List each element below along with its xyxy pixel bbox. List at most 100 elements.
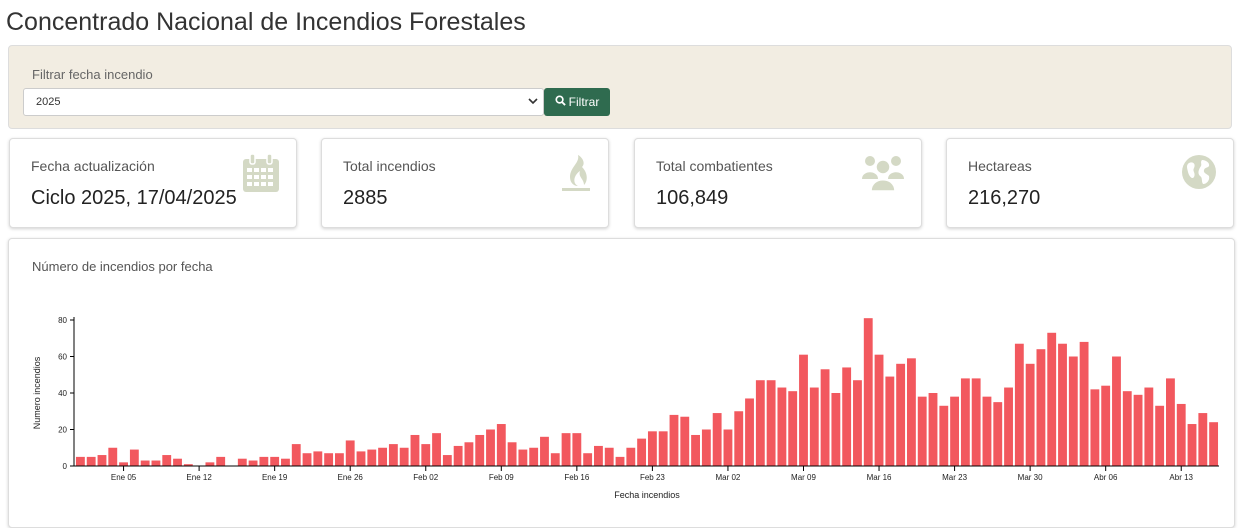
bar (561, 433, 571, 466)
bar (550, 453, 560, 466)
bar (755, 380, 765, 466)
bar (432, 433, 441, 466)
bar (1025, 363, 1035, 466)
bar (615, 456, 625, 467)
bar (594, 445, 603, 466)
bar (334, 453, 344, 466)
bar (723, 429, 733, 466)
bar (518, 449, 528, 466)
bar (410, 434, 420, 466)
bar (1166, 378, 1175, 466)
bar (583, 453, 593, 466)
chevron-down-icon (528, 95, 538, 109)
x-tick-label: Mar 02 (715, 473, 740, 482)
bar (788, 391, 798, 466)
bar (1112, 356, 1121, 466)
x-tick-label: Ene 26 (338, 473, 364, 482)
x-tick-label: Feb 02 (413, 473, 438, 482)
bar (270, 456, 280, 467)
bar (205, 462, 215, 466)
bar (906, 358, 916, 466)
bar (939, 405, 949, 466)
card-value: 216,270 (968, 187, 1041, 209)
bar (1144, 387, 1154, 466)
card-value: Ciclo 2025, 17/04/2025 (31, 187, 237, 209)
bar (647, 431, 657, 466)
bar (453, 445, 463, 466)
x-tick-label: Feb 23 (640, 473, 665, 482)
y-tick-label: 0 (63, 462, 68, 471)
x-tick-label: Abr 13 (1169, 473, 1193, 482)
x-tick-label: Mar 23 (942, 473, 967, 482)
x-tick-label: Mar 16 (867, 473, 892, 482)
bar (1090, 389, 1100, 466)
bar (248, 460, 258, 466)
bar (529, 447, 539, 466)
bar (1004, 387, 1013, 466)
bar (464, 442, 474, 466)
y-tick-label: 80 (58, 316, 67, 325)
card-label: Total incendios (343, 158, 436, 174)
bar (1036, 349, 1046, 466)
card-value: 2885 (343, 187, 388, 209)
x-tick-label: Ene 19 (262, 473, 288, 482)
year-select[interactable]: 2025 (23, 88, 544, 116)
bar (1047, 332, 1057, 466)
chart-title: Número de incendios por fecha (32, 259, 213, 274)
bar (885, 376, 895, 466)
bar (151, 460, 161, 466)
bar (475, 434, 485, 466)
bar (853, 380, 862, 466)
bar (356, 451, 366, 466)
bar (367, 449, 377, 466)
bar (129, 449, 139, 466)
bar (917, 396, 927, 466)
bar (842, 367, 852, 466)
bar (712, 413, 722, 466)
x-tick-label: Ene 05 (111, 473, 137, 482)
bar (993, 402, 1003, 467)
card-label: Fecha actualización (31, 158, 155, 174)
bar (1014, 343, 1024, 466)
incendios-bar-chart: 0 20 40 60 80 Ene 05 Ene 12 Ene 19 Ene 26 Feb 02 F… (32, 316, 1219, 500)
filter-panel: Filtrar fecha incendio 2025 Filtrar (8, 45, 1232, 129)
globe-icon (1181, 154, 1217, 195)
x-tick-label: Feb 09 (489, 473, 514, 482)
x-tick-label: Mar 09 (791, 473, 816, 482)
bar (896, 363, 906, 466)
bar (237, 458, 247, 466)
card-total-incendios: Total incendios 2885 (321, 138, 609, 228)
card-fecha-actualizacion: Fecha actualización Ciclo 2025, 17/04/20… (9, 138, 297, 228)
chart-panel: Número de incendios por fecha 0 20 40 60 80 E… (8, 238, 1235, 528)
filter-button[interactable]: Filtrar (544, 88, 610, 116)
bar (162, 455, 172, 466)
bar (496, 424, 506, 466)
bar (766, 380, 776, 466)
bar (1187, 424, 1197, 466)
card-label: Hectareas (968, 158, 1032, 174)
x-axis-label: Fecha incendios (614, 490, 680, 500)
card-total-combatientes: Total combatientes 106,849 (634, 138, 922, 228)
bar (863, 318, 873, 466)
bar (97, 455, 107, 466)
bar (669, 414, 679, 466)
bar (1155, 405, 1165, 466)
bar (777, 387, 787, 466)
x-tick-label: Feb 16 (564, 473, 589, 482)
bar (140, 460, 150, 466)
filter-button-label: Filtrar (568, 95, 600, 109)
bar (540, 436, 549, 466)
card-hectareas: Hectareas 216,270 (946, 138, 1234, 228)
bar (216, 456, 226, 467)
bar (324, 453, 334, 466)
bar (734, 411, 744, 466)
bar (1122, 391, 1132, 466)
card-value: 106,849 (656, 187, 729, 209)
bar (1058, 343, 1067, 466)
bar (345, 440, 355, 466)
bar (874, 354, 884, 466)
bar (183, 464, 193, 466)
bar (421, 444, 431, 466)
bar (658, 431, 668, 466)
bar (745, 398, 754, 466)
